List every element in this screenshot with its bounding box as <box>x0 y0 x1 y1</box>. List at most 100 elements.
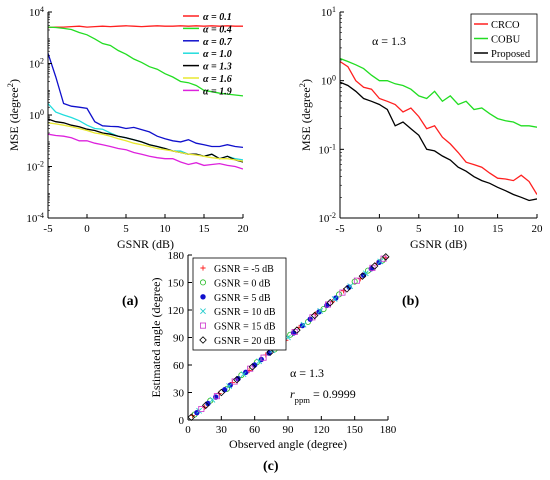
series-line-2 <box>340 81 537 202</box>
legend-marker <box>200 265 206 271</box>
legend-marker <box>199 336 207 344</box>
scatter-point <box>251 362 258 368</box>
scatter-point <box>187 413 196 422</box>
x-tick-label: 0 <box>84 223 90 235</box>
legend-label: α = 0.7 <box>203 37 233 48</box>
scatter-point <box>293 326 301 334</box>
scatter-point <box>343 285 351 293</box>
x-tick-label: 120 <box>313 424 330 436</box>
legend-marker <box>200 308 206 315</box>
scatter-point <box>202 401 210 410</box>
x-tick-label: 15 <box>492 223 504 235</box>
series-line-4 <box>48 118 243 163</box>
y-axis-label: MSE (degree2) <box>297 79 313 151</box>
y-tick-label: 104 <box>29 5 44 20</box>
x-tick-label: 20 <box>238 223 250 235</box>
x-tick-label: 15 <box>199 223 211 235</box>
scatter-point <box>326 298 334 307</box>
scatter-point <box>347 283 354 290</box>
legend-label: α = 0.4 <box>203 24 232 35</box>
y-tick-label: 150 <box>168 278 185 290</box>
legend-label: GSNR = 20 dB <box>214 336 276 347</box>
panel-label-a: (a) <box>122 294 139 309</box>
x-axis-label: GSNR (dB) <box>117 237 174 251</box>
legend-marker <box>199 322 206 329</box>
series-line-0 <box>48 25 243 29</box>
x-tick-label: 180 <box>380 424 397 436</box>
scatter-point <box>248 363 257 371</box>
x-tick-label: 30 <box>216 424 228 436</box>
r-annotation: rppm = 0.9999 <box>290 387 356 405</box>
x-axis-label: Observed angle (degree) <box>229 437 347 451</box>
y-tick-label: 30 <box>173 388 185 400</box>
x-tick-label: 20 <box>532 223 544 235</box>
scatter-point <box>339 289 346 296</box>
series-line-2 <box>48 53 243 149</box>
scatter-point <box>370 262 379 270</box>
legend-label: GSNR = 0 dB <box>214 278 271 289</box>
series-line-0 <box>340 60 537 195</box>
scatter-point <box>362 270 369 277</box>
scatter-point <box>205 400 211 407</box>
alpha-annotation: α = 1.3 <box>372 34 406 48</box>
series-line-1 <box>340 57 537 128</box>
chart-2: 0 30 60 90 120 150 180 0 30 60 90 120 150 180 Observed… <box>149 250 397 451</box>
chart-1: -5 0 5 10 15 20 10-2 10-1 100 101 GSNR (dB) MSE (de… <box>297 5 543 252</box>
x-tick-label: 5 <box>123 223 129 235</box>
legend-label: α = 1.3 <box>203 62 232 73</box>
y-tick-label: 0 <box>179 415 185 427</box>
scatter-point <box>336 291 343 298</box>
scatter-point <box>358 272 367 280</box>
scatter-point <box>353 277 360 284</box>
y-tick-label: 90 <box>173 333 185 345</box>
scatter-point <box>198 405 205 412</box>
scatter-point <box>310 311 319 320</box>
scatter-point <box>233 375 241 384</box>
x-tick-label: 10 <box>160 223 172 235</box>
y-tick-label: 101 <box>321 5 336 20</box>
x-axis-label: GSNR (dB) <box>410 237 467 251</box>
legend-label: GSNR = -5 dB <box>214 264 274 275</box>
scatter-point <box>382 253 390 261</box>
panel-label-b: (b) <box>402 294 420 309</box>
scatter-point <box>377 258 384 265</box>
legend-b: CRCO COBU Proposed <box>470 13 538 63</box>
x-tick-label: 150 <box>346 424 363 436</box>
x-tick-label: 5 <box>416 223 422 235</box>
scatter-point <box>317 307 324 314</box>
y-tick-label: 120 <box>168 305 185 317</box>
scatter-point <box>300 321 307 328</box>
legend-marker <box>200 294 206 300</box>
x-tick-label: 0 <box>377 223 383 235</box>
scatter-point <box>240 371 247 378</box>
legend-marker <box>199 279 206 286</box>
legend-label: α = 0.1 <box>203 12 232 23</box>
y-axis-label: MSE (degree2) <box>5 79 21 151</box>
y-tick-label: 10-2 <box>318 211 336 226</box>
panel-label-c: (c) <box>263 459 279 474</box>
series-line-6 <box>48 133 243 170</box>
scatter-point <box>260 354 267 361</box>
scatter-point <box>213 393 220 400</box>
scatter-point <box>217 388 226 397</box>
legend-label: Proposed <box>491 49 531 60</box>
x-tick-label: 0 <box>185 424 191 436</box>
scatter-point <box>320 306 327 313</box>
scatter-point <box>266 348 274 356</box>
y-axis-label: Estimated angle (degree) <box>149 278 163 398</box>
y-tick-label: 60 <box>173 360 185 372</box>
legend-label: GSNR = 15 dB <box>214 322 276 333</box>
legend-label: α = 1.6 <box>203 74 232 85</box>
y-tick-label: 100 <box>321 73 336 88</box>
legend-label: GSNR = 10 dB <box>214 307 276 318</box>
x-tick-label: -5 <box>335 223 345 235</box>
alpha-annotation: α = 1.3 <box>290 366 324 380</box>
scatter-point <box>226 383 233 390</box>
x-tick-label: 90 <box>283 424 295 436</box>
y-tick-label: 102 <box>29 56 44 71</box>
series-line-3 <box>48 103 243 161</box>
y-tick-label: 10-2 <box>26 159 44 174</box>
series-line-1 <box>48 26 243 97</box>
y-tick-label: 10-4 <box>26 211 44 226</box>
x-tick-label: 60 <box>249 424 261 436</box>
